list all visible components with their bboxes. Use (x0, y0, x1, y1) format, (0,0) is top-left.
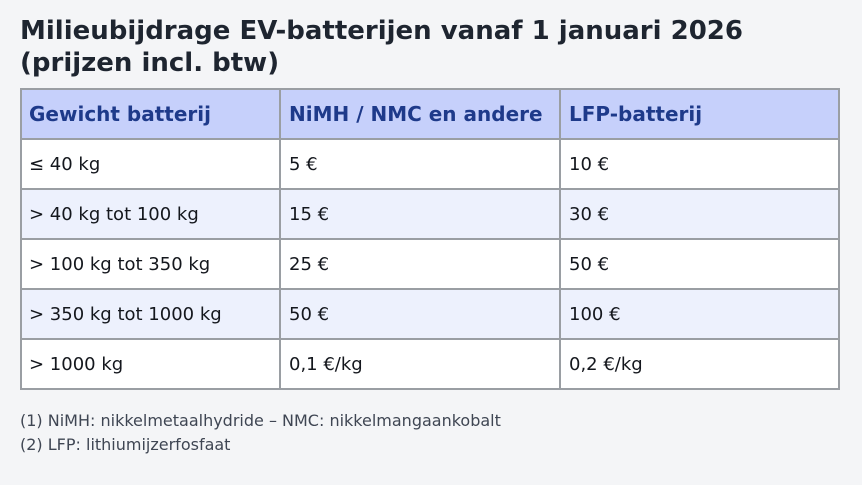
cell-lfp-price: 30 € (559, 188, 840, 240)
footnotes: (1) NiMH: nikkelmetaalhydride – NMC: nik… (20, 409, 501, 457)
cell-weight: > 100 kg tot 350 kg (20, 238, 281, 290)
table-row: > 100 kg tot 350 kg 25 € 50 € (20, 238, 840, 290)
table-row: > 1000 kg 0,1 €/kg 0,2 €/kg (20, 338, 840, 390)
cell-nimh-nmc-price: 25 € (279, 238, 561, 290)
cell-weight: > 1000 kg (20, 338, 281, 390)
table-row: ≤ 40 kg 5 € 10 € (20, 138, 840, 190)
page-title: Milieubijdrage EV-batterijen vanaf 1 jan… (20, 16, 743, 78)
cell-weight: > 350 kg tot 1000 kg (20, 288, 281, 340)
cell-lfp-price: 100 € (559, 288, 840, 340)
column-header-lfp: LFP-batterij (559, 88, 840, 140)
cell-nimh-nmc-price: 50 € (279, 288, 561, 340)
column-header-weight: Gewicht batterij (20, 88, 281, 140)
cell-weight: > 40 kg tot 100 kg (20, 188, 281, 240)
table-header-row: Gewicht batterij NiMH / NMC en andere LF… (20, 88, 840, 140)
cell-weight: ≤ 40 kg (20, 138, 281, 190)
cell-lfp-price: 0,2 €/kg (559, 338, 840, 390)
footnote-lfp: (2) LFP: lithiumijzerfosfaat (20, 435, 231, 454)
battery-fee-table: Gewicht batterij NiMH / NMC en andere LF… (20, 88, 840, 390)
cell-nimh-nmc-price: 15 € (279, 188, 561, 240)
cell-lfp-price: 10 € (559, 138, 840, 190)
footnote-nimh-nmc: (1) NiMH: nikkelmetaalhydride – NMC: nik… (20, 411, 501, 430)
table-row: > 40 kg tot 100 kg 15 € 30 € (20, 188, 840, 240)
table-row: > 350 kg tot 1000 kg 50 € 100 € (20, 288, 840, 340)
cell-nimh-nmc-price: 0,1 €/kg (279, 338, 561, 390)
cell-nimh-nmc-price: 5 € (279, 138, 561, 190)
column-header-nimh-nmc: NiMH / NMC en andere (279, 88, 561, 140)
cell-lfp-price: 50 € (559, 238, 840, 290)
